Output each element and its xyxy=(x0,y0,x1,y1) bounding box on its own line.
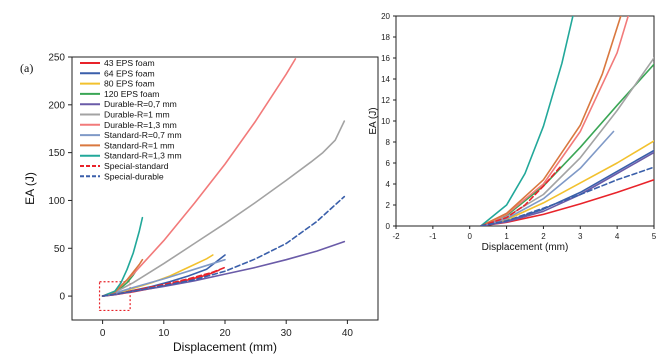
legend-label-43-eps-foam: 43 EPS foam xyxy=(104,58,155,68)
x-tick-label: 3 xyxy=(578,232,583,241)
x-tick-label: 30 xyxy=(281,328,293,339)
y-axis-title: EA (J) xyxy=(368,107,379,134)
y-tick-label: 18 xyxy=(381,33,390,42)
legend-label-durable-r-1-mm: Durable-R=1 mm xyxy=(104,110,170,120)
y-tick-label: 20 xyxy=(381,12,390,21)
series-line-standard-r-1-3-mm xyxy=(101,216,144,297)
y-axis-title: EA (J) xyxy=(23,172,37,205)
series-line-80-eps-foam xyxy=(479,140,654,226)
series-line-durable-r-1-mm xyxy=(479,57,654,226)
y-tick-label: 4 xyxy=(386,180,391,189)
series-line-durable-r-1-3-mm xyxy=(479,16,630,226)
x-tick-label: 0 xyxy=(100,328,106,339)
y-tick-label: 50 xyxy=(54,244,66,255)
legend-label-durable-r-0-7-mm: Durable-R=0,7 mm xyxy=(104,99,177,109)
x-tick-label: 2 xyxy=(541,232,546,241)
x-tick-label: 5 xyxy=(652,232,657,241)
x-tick-label: 40 xyxy=(342,328,354,339)
y-tick-label: 0 xyxy=(386,222,391,231)
y-tick-label: 2 xyxy=(386,201,391,210)
legend-label-80-eps-foam: 80 EPS foam xyxy=(104,79,155,89)
x-tick-label: 10 xyxy=(158,328,170,339)
plot-frame xyxy=(395,15,655,227)
series-line-120-eps-foam xyxy=(479,63,654,226)
main-chart: 0 10 20 30 40 0 50 100 150 200 250 Displacement (mm… xyxy=(23,53,379,354)
inset-chart: -2 -1 0 1 2 3 4 502468101214161820Displacement … xyxy=(368,12,657,253)
y-tick-label: 200 xyxy=(48,100,65,111)
legend-label-durable-r-1-3-mm: Durable-R=1,3 mm xyxy=(104,120,177,130)
y-tick-label: 150 xyxy=(48,148,65,159)
y-tick-label: 250 xyxy=(48,53,65,64)
legend-label-standard-r-1-mm: Standard-R=1 mm xyxy=(104,140,174,150)
y-tick-label: 8 xyxy=(386,138,391,147)
series-line-special-durable xyxy=(101,195,346,297)
y-tick-label: 12 xyxy=(381,96,390,105)
series-line-durable-r-1-mm xyxy=(101,120,346,297)
y-tick-label: 16 xyxy=(381,54,390,63)
x-tick-label: 20 xyxy=(219,328,231,339)
x-tick-label: -2 xyxy=(392,232,400,241)
zoom-region-box xyxy=(98,281,131,312)
y-tick-label: 6 xyxy=(386,159,391,168)
legend-label-standard-r-1-3-mm: Standard-R=1,3 mm xyxy=(104,151,182,161)
y-tick-label: 0 xyxy=(59,292,65,303)
series-line-standard-r-1-mm xyxy=(479,16,622,226)
series-line-standard-r-1-3-mm xyxy=(479,16,574,226)
y-tick-label: 100 xyxy=(48,196,65,207)
legend-label-special-durable: Special-durable xyxy=(104,171,164,181)
series-line-special-durable xyxy=(479,166,654,226)
x-axis-title: Displacement (mm) xyxy=(482,242,569,253)
legend-label-standard-r-0-7-mm: Standard-R=0,7 mm xyxy=(104,130,182,140)
series-line-special-standard xyxy=(479,164,563,226)
legend-label-special-standard: Special-standard xyxy=(104,161,169,171)
y-tick-label: 14 xyxy=(381,75,390,84)
series-line-durable-r-0-7-mm xyxy=(479,151,654,226)
legend-label-120-eps-foam: 120 EPS foam xyxy=(104,89,159,99)
x-tick-label: -1 xyxy=(429,232,437,241)
y-tick-label: 10 xyxy=(381,117,390,126)
x-axis-title: Displacement (mm) xyxy=(173,340,277,354)
x-tick-label: 4 xyxy=(615,232,620,241)
legend-label-64-eps-foam: 64 EPS foam xyxy=(104,68,155,78)
x-tick-label: 1 xyxy=(504,232,509,241)
panel-label: (a) xyxy=(20,61,33,75)
x-tick-label: 0 xyxy=(467,232,472,241)
